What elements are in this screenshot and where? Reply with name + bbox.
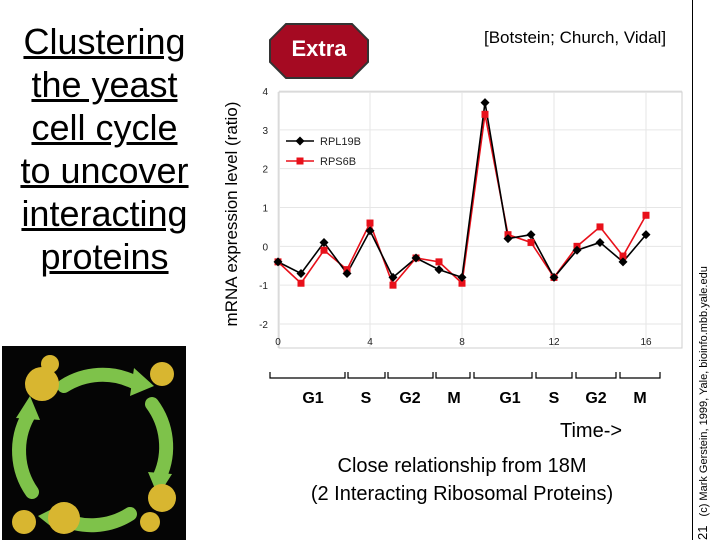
phase-bracket — [387, 372, 434, 379]
data-point-RPL19B — [526, 230, 536, 240]
data-point-RPL19B — [273, 257, 283, 267]
data-point-RPS6B — [596, 223, 604, 231]
caption: Close relationship from 18M (2 Interacti… — [262, 452, 662, 508]
data-point-RPS6B — [527, 238, 535, 246]
x-tick-label: 12 — [548, 337, 560, 348]
legend-label: RPS6B — [320, 156, 356, 168]
data-point-RPL19B — [457, 272, 467, 282]
data-point-RPL19B — [595, 237, 605, 247]
phase-label: G1 — [302, 390, 323, 407]
data-point-RPS6B — [435, 258, 443, 266]
page-number: 21 — [695, 525, 710, 540]
phase-label: G1 — [499, 390, 520, 407]
data-point-RPL19B — [296, 269, 306, 279]
data-point-RPL19B — [342, 269, 352, 279]
legend-marker — [296, 157, 304, 165]
y-tick-label: 0 — [262, 242, 268, 253]
x-tick-label: 16 — [640, 337, 652, 348]
side-credit: 21 (c) Mark Gerstein, 1999, Yale, bioinf… — [695, 0, 713, 540]
y-tick-label: -2 — [259, 320, 268, 331]
phase-bracket — [575, 372, 617, 379]
caption-line-1: Close relationship from 18M — [337, 455, 587, 477]
credit-text: (c) Mark Gerstein, 1999, Yale, bioinfo.m… — [698, 266, 710, 517]
phase-label: G2 — [399, 390, 420, 407]
x-tick-label: 4 — [367, 337, 373, 348]
extra-badge-label: Extra — [291, 36, 347, 61]
caption-line-2: (2 Interacting Ribosomal Proteins) — [310, 483, 614, 505]
data-point-RPS6B — [642, 211, 650, 219]
data-point-RPL19B — [434, 265, 444, 275]
phase-label: M — [633, 390, 646, 407]
slide-title: Clustering the yeast cell cycle to uncov… — [20, 21, 189, 277]
y-tick-label: 2 — [262, 165, 268, 176]
legend-label: RPL19B — [320, 136, 361, 148]
data-point-RPS6B — [366, 219, 374, 227]
data-point-RPS6B — [619, 252, 627, 260]
data-point-RPL19B — [388, 272, 398, 282]
x-tick-label: 8 — [459, 337, 465, 348]
data-point-RPS6B — [389, 281, 397, 289]
phase-label: G2 — [585, 390, 606, 407]
phase-label: S — [361, 390, 372, 407]
y-tick-label: 3 — [262, 126, 268, 137]
legend-marker — [295, 136, 305, 146]
x-tick-label: 0 — [275, 337, 281, 348]
y-tick-label: 1 — [262, 204, 268, 215]
cell-cycle-image — [2, 346, 186, 540]
phase-bracket — [269, 372, 346, 379]
phase-bracket — [473, 372, 533, 379]
data-point-RPS6B — [297, 279, 305, 287]
extra-badge — [269, 23, 369, 79]
data-point-RPL19B — [411, 253, 421, 263]
phase-bracket — [435, 372, 471, 379]
data-point-RPL19B — [641, 230, 651, 240]
data-point-RPL19B — [319, 237, 329, 247]
phase-bracket — [347, 372, 386, 379]
data-point-RPL19B — [503, 234, 513, 244]
y-tick-label: 4 — [262, 87, 268, 98]
y-tick-label: -1 — [259, 281, 268, 292]
data-point-RPL19B — [572, 245, 582, 255]
data-point-RPS6B — [481, 110, 489, 118]
phase-bracket — [619, 372, 661, 379]
data-point-RPS6B — [320, 246, 328, 254]
side-divider — [692, 0, 693, 540]
phase-label: S — [549, 390, 560, 407]
yeast-cells — [12, 355, 176, 534]
data-point-RPL19B — [480, 98, 490, 108]
data-point-RPL19B — [549, 272, 559, 282]
phase-bracket — [535, 372, 573, 379]
time-axis-label: Time-> — [560, 420, 623, 442]
data-point-RPS6B — [458, 279, 466, 287]
citation: [Botstein; Church, Vidal] — [484, 28, 667, 47]
phase-label: M — [447, 390, 460, 407]
data-point-RPL19B — [618, 257, 628, 267]
data-point-RPL19B — [365, 226, 375, 236]
